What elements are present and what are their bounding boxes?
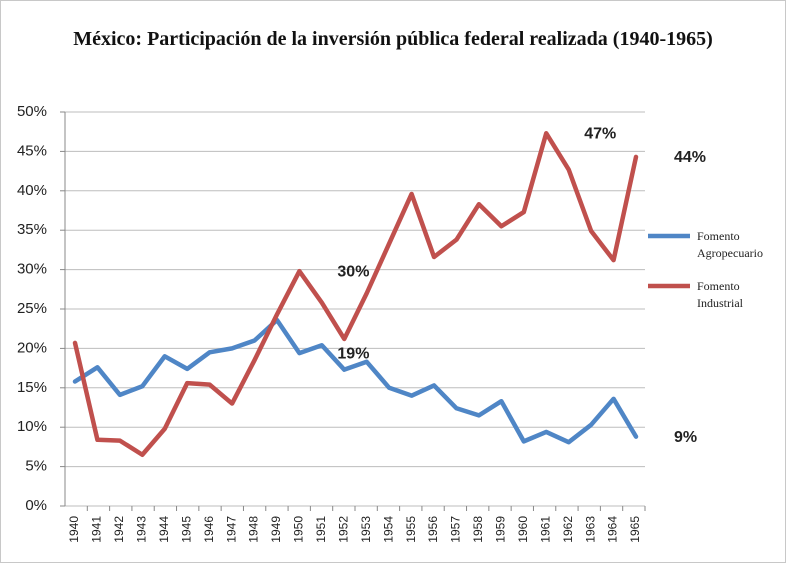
y-tick-label: 5% (25, 458, 47, 475)
y-tick-label: 45% (17, 142, 47, 159)
x-tick-label: 1955 (404, 516, 418, 543)
x-tick-label: 1964 (606, 516, 620, 543)
x-tick-label: 1959 (494, 516, 508, 543)
y-tick-label: 50% (17, 103, 47, 120)
data-label: 19% (337, 345, 369, 362)
x-tick-label: 1947 (224, 516, 238, 543)
x-tick-label: 1952 (336, 516, 350, 543)
chart-title: México: Participación de la inversión pú… (73, 28, 713, 50)
y-tick-label: 35% (17, 221, 47, 238)
x-tick-label: 1941 (90, 516, 104, 543)
x-tick-label: 1960 (516, 516, 530, 543)
x-tick-label: 1946 (202, 516, 216, 543)
y-tick-label: 30% (17, 261, 47, 278)
x-tick-label: 1957 (449, 516, 463, 543)
data-label: 47% (584, 125, 616, 142)
y-tick-label: 40% (17, 182, 47, 199)
x-tick-label: 1953 (359, 516, 373, 543)
x-tick-label: 1965 (628, 516, 642, 543)
x-tick-label: 1950 (292, 516, 306, 543)
x-tick-label: 1958 (471, 516, 485, 543)
y-tick-label: 0% (25, 497, 47, 514)
x-tick-label: 1962 (561, 516, 575, 543)
x-tick-label: 1949 (269, 516, 283, 543)
y-tick-label: 20% (17, 339, 47, 356)
legend-label: Fomento Agropecuario (697, 229, 763, 260)
x-tick-label: 1961 (538, 516, 552, 543)
legend-label: Fomento Industrial (697, 279, 743, 310)
x-tick-label: 1951 (314, 516, 328, 543)
data-label: 30% (337, 263, 369, 280)
data-label: 44% (674, 149, 706, 166)
data-label: 9% (674, 429, 697, 446)
y-tick-label: 15% (17, 379, 47, 396)
series-line (72, 317, 639, 445)
x-tick-label: 1956 (426, 516, 440, 543)
x-tick-label: 1940 (67, 516, 81, 543)
x-tick-label: 1944 (157, 516, 171, 543)
x-tick-label: 1954 (381, 516, 395, 543)
x-tick-label: 1963 (583, 516, 597, 543)
y-tick-label: 10% (17, 418, 47, 435)
x-tick-label: 1945 (179, 516, 193, 543)
series-line (72, 131, 639, 458)
x-tick-label: 1948 (247, 516, 261, 543)
x-tick-label: 1943 (134, 516, 148, 543)
y-tick-label: 25% (17, 300, 47, 317)
x-tick-label: 1942 (112, 516, 126, 543)
